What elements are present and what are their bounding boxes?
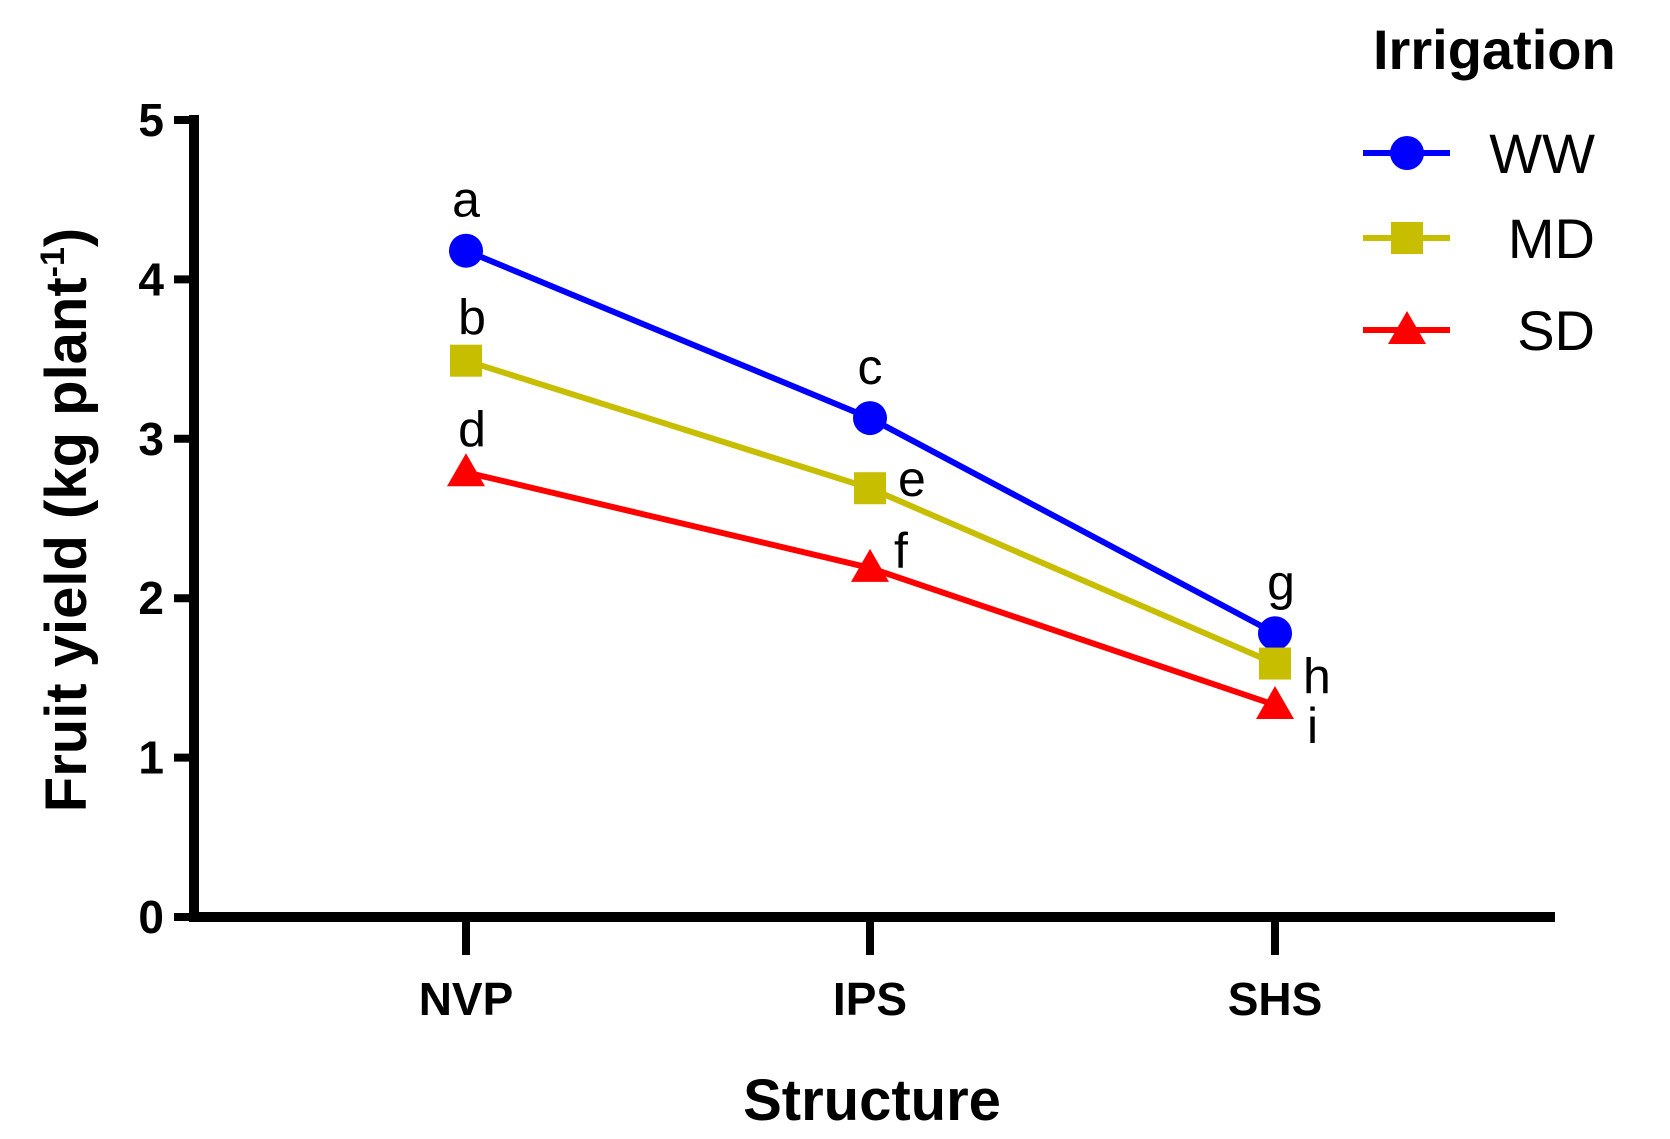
y-tick-label: 3 [138, 413, 164, 465]
y-axis-title: Fruit yield (kg plant-1) [34, 228, 99, 812]
y-tick-label: 4 [138, 253, 164, 305]
y-axis-ticks: 0 1 2 3 4 5 [138, 94, 194, 943]
significance-letter: i [1307, 698, 1318, 754]
legend-title: Irrigation [1373, 18, 1616, 81]
x-tick-label: SHS [1228, 973, 1323, 1025]
series-line-sd [465, 469, 1276, 708]
significance-letter: f [894, 523, 908, 579]
x-tick-label: IPS [833, 973, 907, 1025]
data-point-ww [449, 233, 483, 268]
data-point-sd [447, 453, 485, 487]
data-point-md [854, 472, 886, 505]
significance-letters: a c g b e h d f i [452, 172, 1331, 754]
significance-letter: a [452, 172, 480, 228]
significance-letter: g [1267, 554, 1295, 610]
data-point-ww [853, 401, 887, 436]
data-point-md [1259, 647, 1291, 680]
data-point-ww [1258, 616, 1292, 651]
legend-marker-ww [1390, 136, 1424, 170]
legend-label-sd: SD [1517, 299, 1595, 362]
legend-marker-sd [1388, 311, 1426, 344]
y-tick-label: 2 [138, 572, 164, 624]
y-tick-label: 1 [138, 732, 164, 784]
data-point-sd [1256, 685, 1294, 719]
legend-label-md: MD [1508, 207, 1595, 270]
data-point-sd [851, 548, 889, 582]
legend-label-ww: WW [1489, 122, 1595, 185]
significance-letter: c [858, 339, 883, 395]
data-point-md [450, 344, 482, 377]
significance-letter: h [1303, 649, 1331, 705]
legend-marker-md [1391, 222, 1423, 254]
x-axis-title: Structure [743, 1068, 1001, 1133]
y-tick-label: 0 [138, 891, 164, 943]
x-tick-label: NVP [419, 973, 514, 1025]
series-markers [447, 233, 1294, 719]
y-tick-label: 5 [138, 94, 164, 146]
legend: Irrigation WW MD SD [1363, 18, 1616, 362]
significance-letter: b [458, 290, 486, 346]
significance-letter: d [458, 401, 486, 457]
significance-letter: e [898, 451, 926, 507]
x-axis-ticks: NVP IPS SHS [419, 917, 1323, 1025]
